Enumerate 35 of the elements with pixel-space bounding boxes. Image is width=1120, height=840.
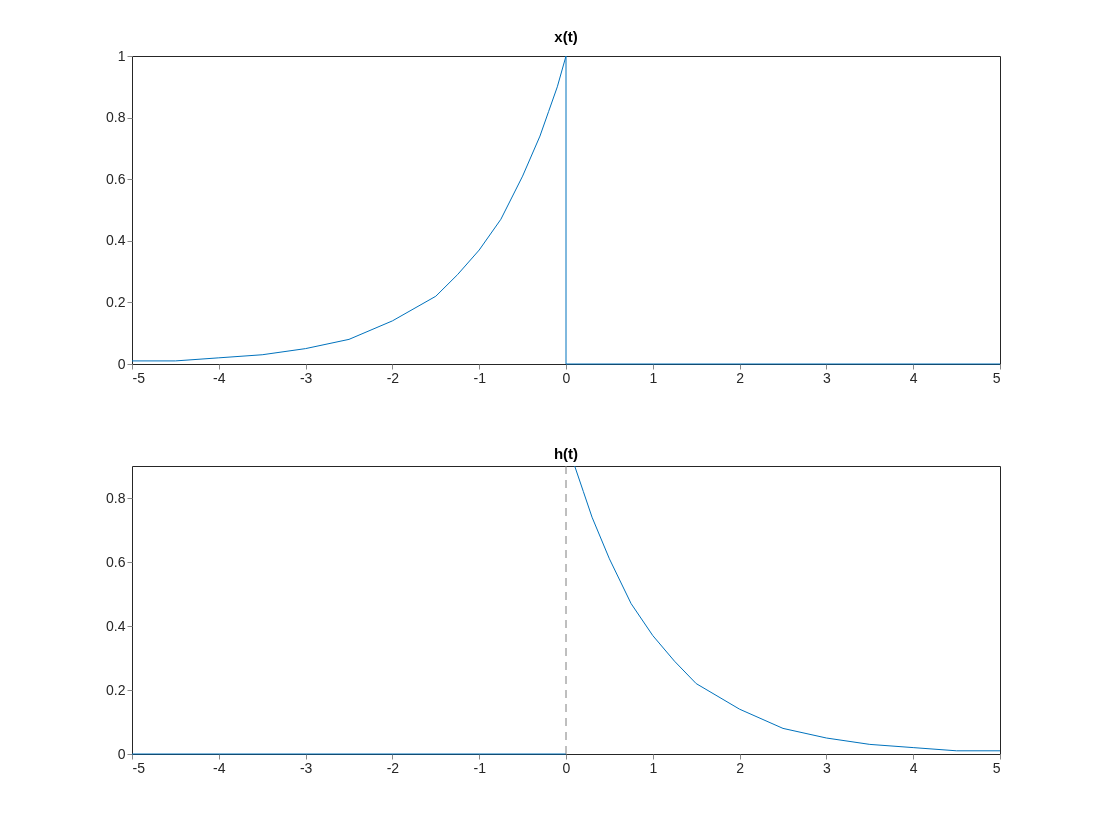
x-tick-label: 1 bbox=[649, 369, 658, 386]
y-tick-label: 0 bbox=[117, 745, 126, 762]
x-tick-label: -4 bbox=[213, 759, 226, 776]
x-tick-label: -5 bbox=[132, 369, 146, 386]
x-tick-label: -4 bbox=[213, 369, 226, 386]
x-tick-label: 2 bbox=[736, 759, 745, 776]
x-tick-label: -3 bbox=[299, 759, 313, 776]
x-tick-label: 5 bbox=[992, 369, 1001, 386]
x-tick-label: 0 bbox=[562, 369, 571, 386]
x-tick-label: -3 bbox=[299, 369, 313, 386]
x-tick-label: -1 bbox=[473, 369, 487, 386]
y-tick-label: 0.4 bbox=[106, 232, 126, 249]
y-tick-label: 0 bbox=[117, 355, 126, 372]
x-tick-label: 3 bbox=[823, 369, 831, 386]
x-tick-label: -2 bbox=[386, 759, 400, 776]
y-tick-label: 0.8 bbox=[106, 109, 126, 126]
x-tick-label: 0 bbox=[562, 759, 571, 776]
y-tick-label: 0.6 bbox=[106, 553, 126, 570]
x-tick-label: -1 bbox=[473, 759, 487, 776]
y-tick-label: 1 bbox=[117, 47, 126, 64]
x-tick-label: -2 bbox=[386, 369, 400, 386]
y-tick-label: 0.4 bbox=[106, 617, 126, 634]
chart-title: h(t) bbox=[553, 444, 579, 462]
x-tick-label: 3 bbox=[823, 759, 831, 776]
y-tick-label: 0.2 bbox=[106, 293, 126, 310]
x-tick-label: -5 bbox=[132, 759, 146, 776]
y-tick-label: 0.6 bbox=[106, 170, 126, 187]
x-tick-label: 5 bbox=[992, 759, 1001, 776]
y-tick-label: 0.8 bbox=[106, 489, 126, 506]
x-tick-label: 4 bbox=[909, 369, 918, 386]
x-tick-label: 2 bbox=[736, 369, 745, 386]
x-tick-label: 4 bbox=[909, 759, 918, 776]
chart-title: x(t) bbox=[554, 28, 578, 45]
y-tick-label: 0.2 bbox=[106, 681, 126, 698]
x-tick-label: 1 bbox=[649, 759, 658, 776]
